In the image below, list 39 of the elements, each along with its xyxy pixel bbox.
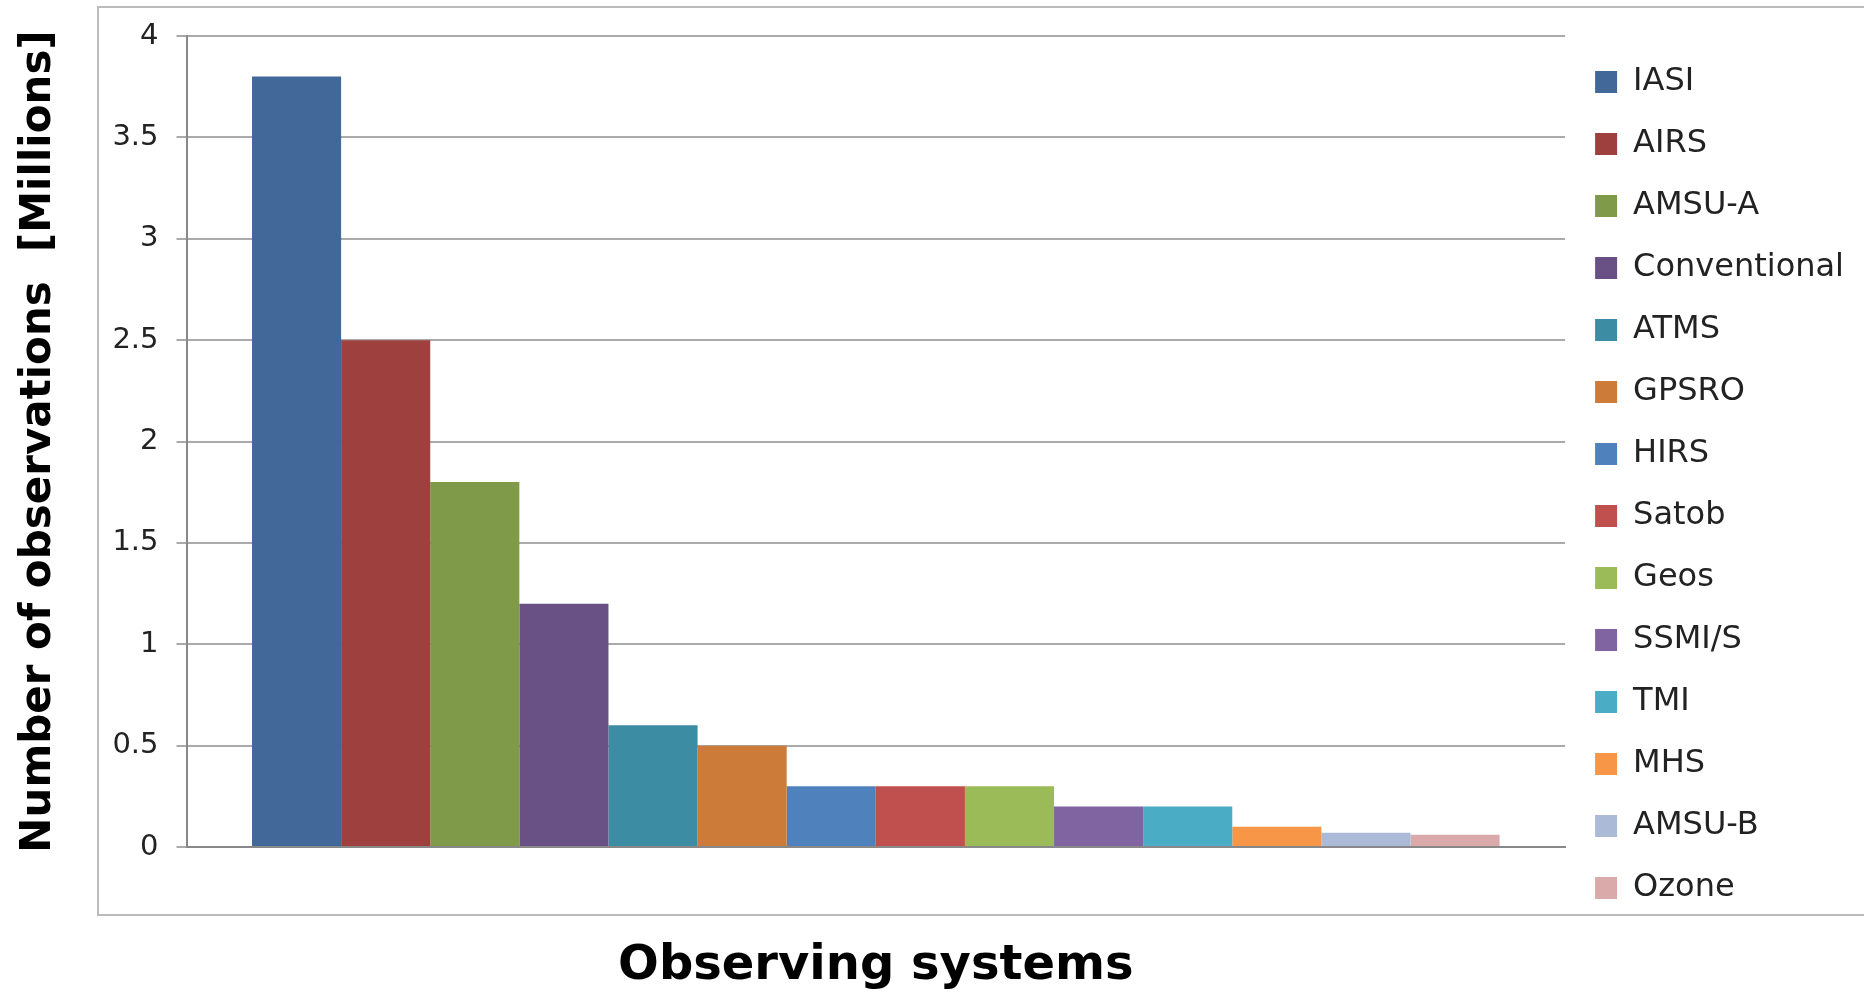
legend-label: GPSRO xyxy=(1633,370,1745,409)
bar xyxy=(1054,806,1144,846)
legend-label: AMSU-A xyxy=(1633,184,1760,223)
legend-label: SSMI/S xyxy=(1633,618,1742,657)
y-tick-label: 3.5 xyxy=(112,117,159,152)
y-tick-label: 1.5 xyxy=(112,523,159,558)
legend-label: Ozone xyxy=(1633,866,1735,905)
legend-label: IASI xyxy=(1633,60,1695,99)
bar xyxy=(964,786,1055,846)
bar xyxy=(341,340,431,846)
legend-label: AIRS xyxy=(1633,122,1707,161)
y-tick-label: 0.5 xyxy=(112,726,159,761)
y-axis-title: Number of observations [Millions] xyxy=(11,30,61,853)
bar xyxy=(1232,826,1322,846)
y-tick-label: 1 xyxy=(140,624,159,659)
bar xyxy=(430,482,520,846)
y-tick-label: 2 xyxy=(140,422,159,457)
legend-label: Conventional xyxy=(1633,246,1844,285)
bar xyxy=(875,786,965,846)
legend-label: TMI xyxy=(1632,680,1690,719)
legend-label: ATMS xyxy=(1633,308,1720,347)
legend-label: AMSU-B xyxy=(1633,804,1759,843)
y-tick-label: 4 xyxy=(140,16,159,51)
bar xyxy=(519,603,609,846)
legend-label: Geos xyxy=(1633,556,1714,595)
bar xyxy=(786,786,876,846)
bar xyxy=(608,725,698,846)
bar xyxy=(1321,832,1411,846)
legend-label: MHS xyxy=(1633,742,1706,781)
y-tick-label: 3 xyxy=(140,219,159,254)
y-tick-label: 0 xyxy=(140,827,159,862)
bar xyxy=(697,745,787,846)
y-tick-label: 2.5 xyxy=(112,320,159,355)
bar xyxy=(252,76,342,846)
bar xyxy=(1143,806,1233,846)
x-axis-title: Observing systems xyxy=(618,933,1134,990)
legend-label: HIRS xyxy=(1633,432,1710,471)
bar xyxy=(1410,834,1500,846)
legend-label: Satob xyxy=(1633,494,1726,533)
